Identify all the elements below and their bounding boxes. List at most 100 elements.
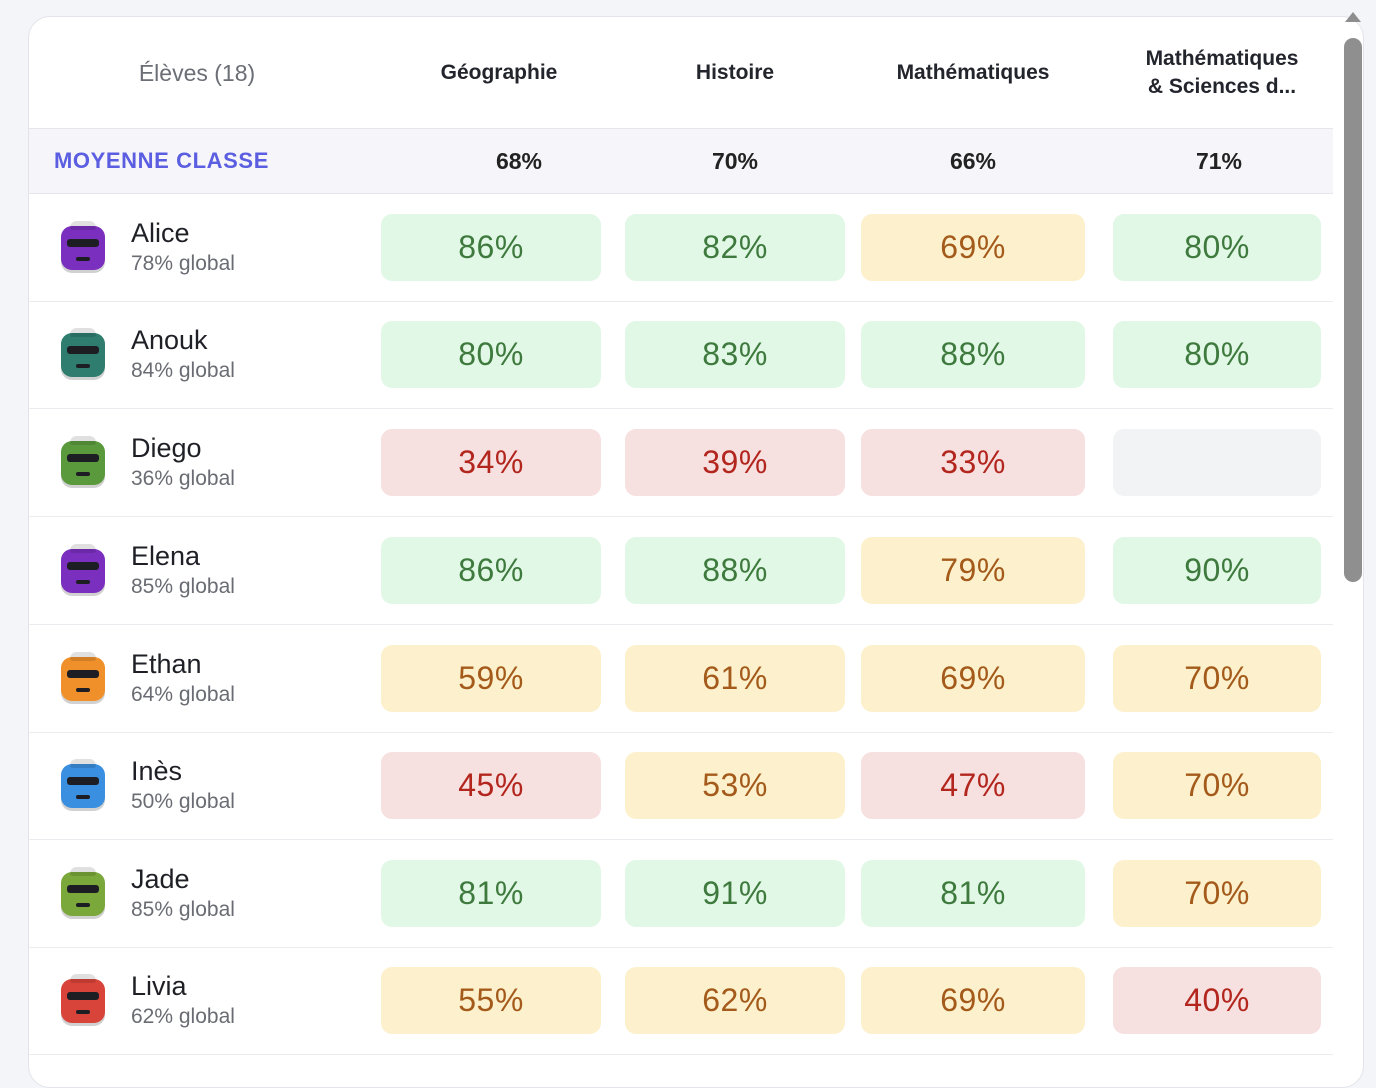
- score-cell[interactable]: 79%: [861, 537, 1085, 604]
- avatar-eyes-icon: [67, 884, 99, 893]
- student-row[interactable]: Anouk 84% global 80% 83% 88% 80%: [29, 301, 1333, 409]
- subject-header-geographie[interactable]: Géographie: [440, 60, 558, 84]
- student-cell[interactable]: Anouk 84% global: [29, 324, 381, 386]
- score-cell[interactable]: 33%: [861, 429, 1085, 496]
- student-name[interactable]: Ethan: [131, 648, 202, 679]
- score-cell[interactable]: 61%: [625, 645, 845, 712]
- student-cell[interactable]: Elena 85% global: [29, 540, 381, 602]
- class-average-row: MOYENNE CLASSE 68% 70% 66% 71%: [29, 129, 1333, 194]
- avatar-hat-icon: [70, 651, 96, 661]
- score-cell[interactable]: 80%: [381, 321, 601, 388]
- score-cell[interactable]: 47%: [861, 752, 1085, 819]
- avatar-hat-icon: [70, 543, 96, 553]
- student-row[interactable]: Alice 78% global 86% 82% 69% 80%: [29, 194, 1333, 302]
- heart-eyes-robot-icon: [61, 973, 105, 1023]
- beret-robot-icon: [61, 435, 105, 485]
- student-row[interactable]: Inès 50% global 45% 53% 47% 70%: [29, 732, 1333, 840]
- student-row[interactable]: Livia 62% global 55% 62% 69% 40%: [29, 947, 1333, 1055]
- student-cell[interactable]: Diego 36% global: [29, 432, 381, 494]
- student-name[interactable]: Diego: [131, 432, 202, 463]
- score-cell[interactable]: 34%: [381, 429, 601, 496]
- score-cell[interactable]: 88%: [625, 537, 845, 604]
- score-cell[interactable]: 70%: [1113, 645, 1321, 712]
- student-row[interactable]: Diego 36% global 34% 39% 33%: [29, 409, 1333, 517]
- avatar-eyes-icon: [67, 238, 99, 247]
- subject-header-histoire[interactable]: Histoire: [695, 60, 775, 84]
- scroll-up-arrow-icon[interactable]: [1345, 12, 1361, 22]
- avatar-hat-icon: [70, 866, 96, 876]
- student-cell[interactable]: Jade 85% global: [29, 863, 381, 925]
- table-header: Élèves (18) Géographie Histoire Mathémat…: [29, 17, 1333, 129]
- score-cell[interactable]: 82%: [625, 214, 845, 281]
- avatar-mouth-icon: [76, 1009, 90, 1014]
- student-name[interactable]: Inès: [131, 755, 183, 786]
- score-cell[interactable]: 55%: [381, 967, 601, 1034]
- avatar-eyes-icon: [67, 776, 99, 785]
- score-cell[interactable]: 70%: [1113, 752, 1321, 819]
- score-cell[interactable]: 69%: [861, 214, 1085, 281]
- student-name[interactable]: Anouk: [131, 324, 208, 355]
- student-cell[interactable]: Alice 78% global: [29, 217, 381, 279]
- student-cell[interactable]: Ethan 64% global: [29, 648, 381, 710]
- sunglasses-robot-icon: [61, 220, 105, 270]
- student-name[interactable]: Alice: [131, 217, 190, 248]
- score-cell[interactable]: 80%: [1113, 321, 1321, 388]
- students-column-header[interactable]: Élèves (18): [138, 59, 256, 86]
- score-cell[interactable]: 45%: [381, 752, 601, 819]
- visor-robot-icon: [61, 758, 105, 808]
- student-global-score: 50% global: [131, 789, 235, 813]
- score-cell[interactable]: 86%: [381, 214, 601, 281]
- student-cell[interactable]: Livia 62% global: [29, 970, 381, 1032]
- avatar-hat-icon: [70, 327, 96, 337]
- scrollbar-thumb[interactable]: [1344, 38, 1362, 582]
- student-row[interactable]: Ethan 64% global 59% 61% 69% 70%: [29, 625, 1333, 733]
- student-global-score: 62% global: [131, 1004, 235, 1028]
- scrollbar[interactable]: [1344, 10, 1362, 1070]
- score-cell[interactable]: 69%: [861, 645, 1085, 712]
- avatar-mouth-icon: [76, 256, 90, 261]
- student-name[interactable]: Elena: [131, 540, 201, 571]
- class-average-value: 68%: [495, 147, 543, 174]
- avatar-eyes-icon: [67, 345, 99, 354]
- score-cell[interactable]: 90%: [1113, 537, 1321, 604]
- score-cell[interactable]: 70%: [1113, 860, 1321, 927]
- subject-header-math-sciences[interactable]: Mathématiques & Sciences d...: [1145, 46, 1299, 98]
- avatar-mouth-icon: [76, 579, 90, 584]
- avatar-eyes-icon: [67, 669, 99, 678]
- avatar-hat-icon: [70, 973, 96, 983]
- cap-robot-icon: [61, 543, 105, 593]
- score-cell[interactable]: 81%: [381, 860, 601, 927]
- avatar-eyes-icon: [67, 561, 99, 570]
- glasses-robot-icon: [61, 327, 105, 377]
- student-cell[interactable]: Inès 50% global: [29, 755, 381, 817]
- avatar-hat-icon: [70, 220, 96, 230]
- score-cell[interactable]: 62%: [625, 967, 845, 1034]
- score-cell[interactable]: 53%: [625, 752, 845, 819]
- avatar-hat-icon: [70, 435, 96, 445]
- avatar-eyes-icon: [67, 453, 99, 462]
- student-name[interactable]: Jade: [131, 863, 190, 894]
- eyepatch-robot-icon: [61, 651, 105, 701]
- score-cell[interactable]: [1113, 429, 1321, 496]
- score-cell[interactable]: 39%: [625, 429, 845, 496]
- score-cell[interactable]: 81%: [861, 860, 1085, 927]
- score-cell[interactable]: 59%: [381, 645, 601, 712]
- score-cell[interactable]: 86%: [381, 537, 601, 604]
- class-average-value: 66%: [949, 147, 997, 174]
- score-cell[interactable]: 80%: [1113, 214, 1321, 281]
- student-row[interactable]: Elena 85% global 86% 88% 79% 90%: [29, 517, 1333, 625]
- score-cell[interactable]: 83%: [625, 321, 845, 388]
- score-cell[interactable]: 88%: [861, 321, 1085, 388]
- score-cell[interactable]: 91%: [625, 860, 845, 927]
- score-cell[interactable]: 69%: [861, 967, 1085, 1034]
- subject-header-mathematiques[interactable]: Mathématiques: [896, 60, 1050, 84]
- avatar-mouth-icon: [76, 687, 90, 692]
- student-global-score: 85% global: [131, 897, 235, 921]
- avatar-mouth-icon: [76, 902, 90, 907]
- avatar-hat-icon: [70, 758, 96, 768]
- student-name[interactable]: Livia: [131, 970, 187, 1001]
- mask-robot-icon: [61, 866, 105, 916]
- student-global-score: 36% global: [131, 466, 235, 490]
- score-cell[interactable]: 40%: [1113, 967, 1321, 1034]
- student-row[interactable]: Jade 85% global 81% 91% 81% 70%: [29, 840, 1333, 948]
